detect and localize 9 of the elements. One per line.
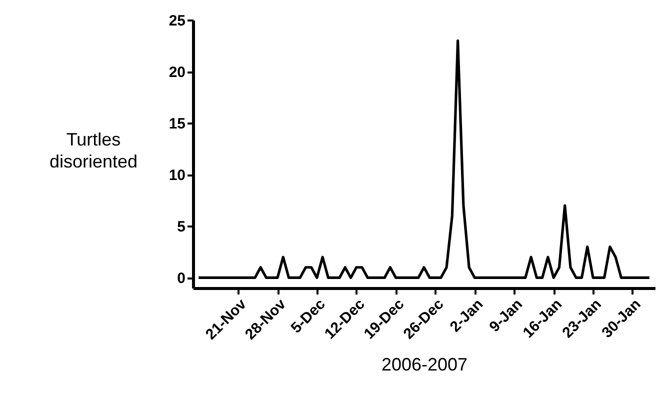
y-tick-label: 10 (168, 167, 186, 184)
y-tick-label: 15 (168, 116, 186, 133)
y-tick-label: 5 (177, 218, 186, 236)
y-tick-label: 0 (177, 270, 186, 288)
y-tick-label: 20 (168, 64, 186, 82)
y-axis-title: Turtles disoriented (49, 130, 138, 172)
x-axis-title: 2006-2007 (381, 354, 468, 374)
line-series (197, 39, 651, 279)
y-tick-label: 25 (168, 12, 186, 30)
